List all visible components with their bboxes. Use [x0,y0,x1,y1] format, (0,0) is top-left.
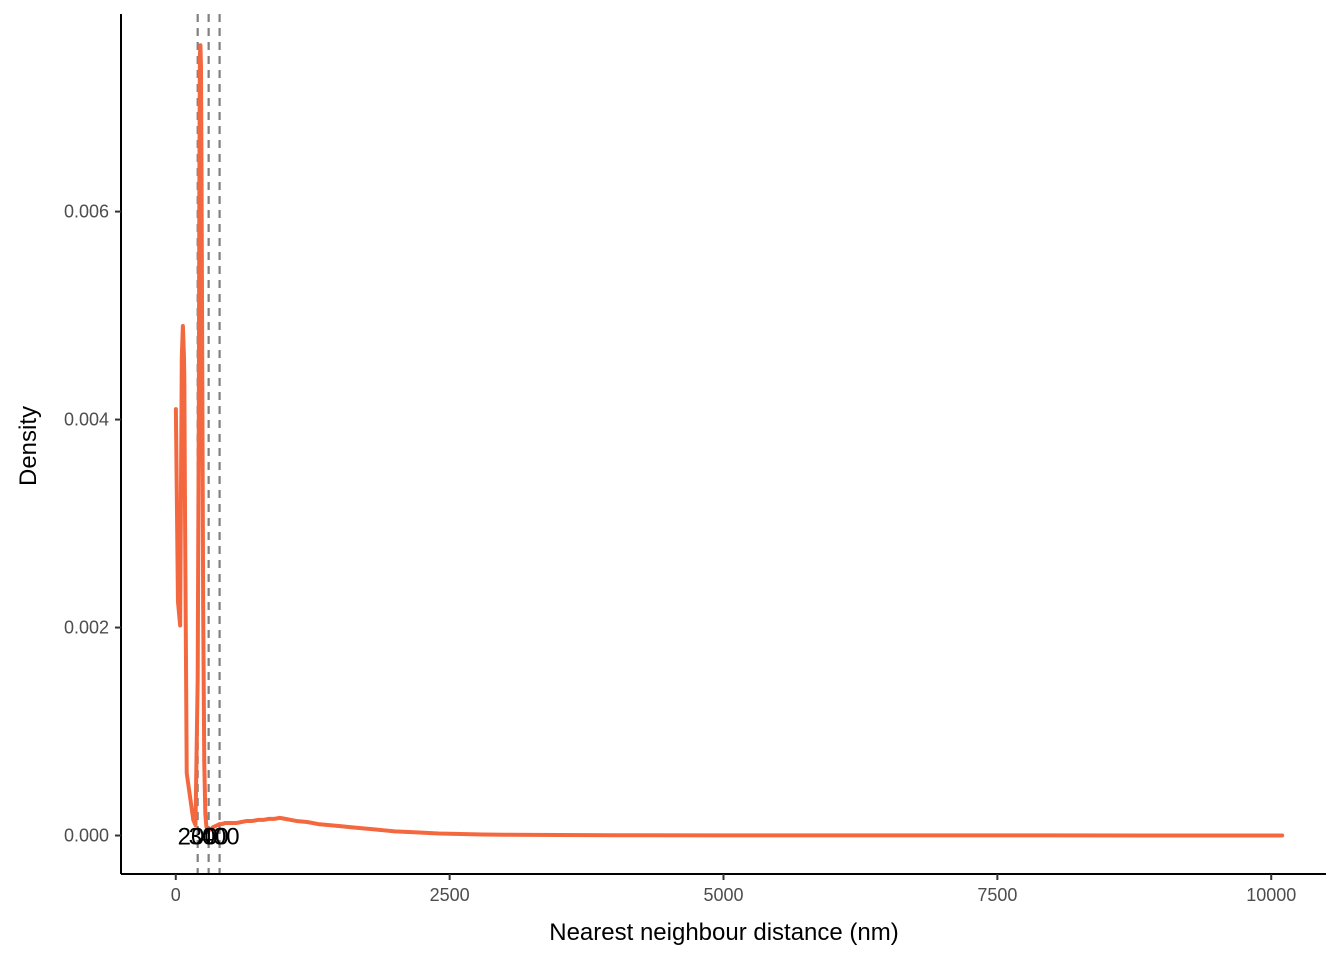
y-tick-label-0.004: 0.004 [64,410,109,430]
y-tick-label-0.000: 0.000 [64,826,109,846]
x-tick-label-7500: 7500 [977,885,1017,905]
axes: 0 2500 5000 7500 10000 0.000 0.002 0.004 0.006 [64,14,1326,905]
x-tick-label-10000: 10000 [1246,885,1296,905]
x-tick-label-0: 0 [171,885,181,905]
x-tick-label-5000: 5000 [703,885,743,905]
reference-line-label-200: 200 [178,824,218,851]
density-line [173,43,1285,838]
y-tick-label-0.006: 0.006 [64,202,109,222]
x-axis-title: Nearest neighbour distance (nm) [549,919,899,946]
reference-line-label-300: 300 [189,824,229,851]
y-tick-label-0.002: 0.002 [64,618,109,638]
y-axis-title: Density [15,406,42,486]
plot-area [173,14,1285,874]
x-tick-label-2500: 2500 [430,885,470,905]
reference-line-label-400: 400 [200,824,240,851]
